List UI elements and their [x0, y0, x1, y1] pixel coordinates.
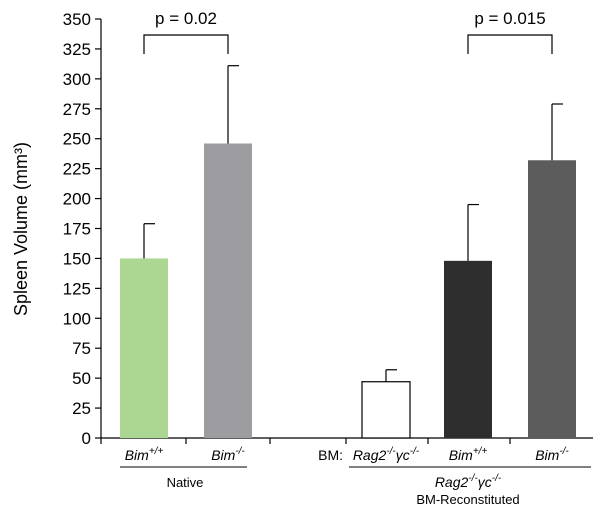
group-label-native: Native: [167, 475, 204, 490]
bar: [528, 160, 576, 438]
bar: [361, 381, 411, 439]
y-tick-label: 225: [63, 160, 91, 179]
y-tick-label: 0: [82, 429, 91, 448]
y-tick-label: 175: [63, 220, 91, 239]
bar-category-label: Bim+/+: [449, 446, 488, 463]
bar: [444, 260, 492, 438]
y-tick-label: 100: [63, 309, 91, 328]
group-label-rag2: Rag2-/-γc-/-: [435, 473, 502, 490]
y-tick-label: 325: [63, 40, 91, 59]
y-tick-label: 25: [72, 399, 91, 418]
y-tick-label: 300: [63, 70, 91, 89]
y-tick-label: 275: [63, 100, 91, 119]
bar: [120, 258, 168, 438]
y-tick-label: 150: [63, 249, 91, 268]
y-tick-label: 75: [72, 339, 91, 358]
y-tick-label: 200: [63, 190, 91, 209]
bm-prefix-label: BM:: [318, 447, 343, 463]
bar: [204, 143, 252, 438]
bar-category-label: Bim-/-: [535, 446, 569, 463]
significance-bracket: [467, 34, 553, 54]
y-tick-label: 50: [72, 369, 91, 388]
bar-category-label: Rag2-/-γc-/-: [353, 446, 420, 463]
significance-bracket: [143, 34, 229, 54]
bar-category-label: Bim+/+: [125, 446, 164, 463]
bars: p = 0.02 p = 0.015: [120, 9, 576, 439]
y-tick-label: 250: [63, 130, 91, 149]
group-label-bm-reconstituted: BM-Reconstituted: [416, 492, 519, 507]
axes: 0 25 50 75 100 125 150 175 200 225 250 275 300 325 350: [63, 10, 593, 448]
y-tick-label: 350: [63, 10, 91, 29]
y-tick-label: 125: [63, 279, 91, 298]
p-value-label: p = 0.02: [155, 9, 217, 28]
p-value-label: p = 0.015: [474, 9, 545, 28]
y-axis-label: Spleen Volume (mm³): [11, 142, 31, 316]
x-labels: Bim+/+ Bim-/- Rag2-/-γc-/- Bim+/+ Bim-/- BM: N…: [120, 446, 591, 507]
bar-category-label: Bim-/-: [211, 446, 245, 463]
